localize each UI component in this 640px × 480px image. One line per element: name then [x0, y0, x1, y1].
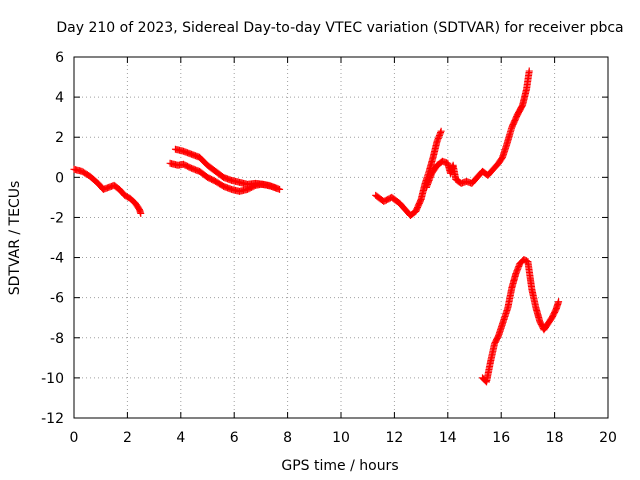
- x-tick-label: 10: [332, 430, 350, 446]
- y-tick-label: -6: [50, 291, 64, 307]
- x-tick-label: 18: [546, 430, 564, 446]
- data-point-marker: [525, 67, 533, 75]
- x-tick-label: 4: [176, 430, 185, 446]
- x-tick-label: 12: [385, 430, 403, 446]
- y-tick-label: 6: [55, 50, 64, 66]
- grid-lines: [74, 57, 608, 418]
- x-tick-label: 2: [123, 430, 132, 446]
- data-point-marker: [137, 209, 145, 217]
- data-point-marker: [276, 185, 284, 193]
- chart-title: Day 210 of 2023, Sidereal Day-to-day VTE…: [56, 20, 623, 36]
- series-segment-6: [479, 256, 563, 386]
- x-axis-label: GPS time / hours: [281, 458, 398, 474]
- x-tick-label: 16: [492, 430, 510, 446]
- y-tick-label: -12: [41, 411, 64, 427]
- series-segment-3: [171, 145, 284, 193]
- y-tick-label: 2: [55, 130, 64, 146]
- x-tick-label: 0: [70, 430, 79, 446]
- data-point-marker: [437, 127, 445, 135]
- x-tick-label: 8: [283, 430, 292, 446]
- y-tick-label: -2: [50, 210, 64, 226]
- y-tick-label: 0: [55, 170, 64, 186]
- data-points: [70, 67, 563, 386]
- y-tick-label: -8: [50, 331, 64, 347]
- y-tick-label: 4: [55, 90, 64, 106]
- x-tick-label: 14: [439, 430, 457, 446]
- x-tick-label: 20: [599, 430, 617, 446]
- series-segment-1: [70, 165, 145, 217]
- data-point-marker: [555, 298, 563, 306]
- y-tick-label: -10: [41, 371, 64, 387]
- y-axis-ticks: -12 -10 -8 -6 -4 -2 0 2 4 6: [41, 50, 608, 427]
- x-tick-label: 6: [230, 430, 239, 446]
- y-tick-label: -4: [50, 251, 64, 267]
- y-axis-label: SDTVAR / TECUs: [7, 181, 23, 296]
- series-segment-4: [372, 127, 445, 219]
- series-segment-5: [422, 67, 533, 191]
- x-axis-ticks: 0 2 4 6 8 10 12 14 16 18 20: [70, 57, 617, 446]
